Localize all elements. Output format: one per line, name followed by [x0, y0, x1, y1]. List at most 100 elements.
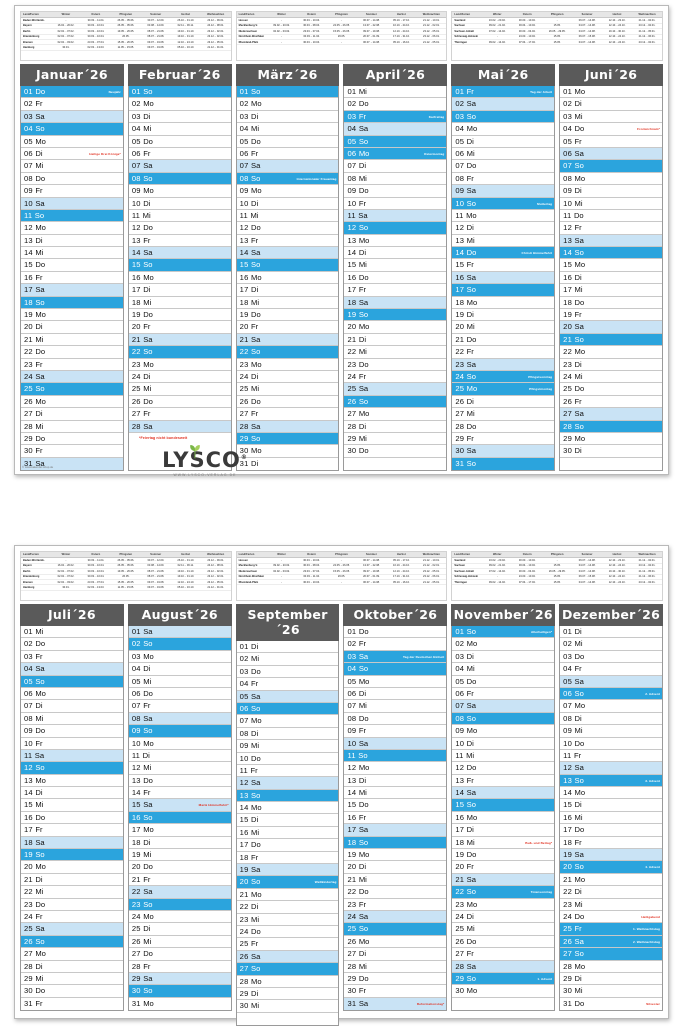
day-cell[interactable]: 04 Mi	[128, 123, 231, 136]
day-cell[interactable]: 06 Fr	[236, 147, 339, 161]
day-cell[interactable]: 13 Mi	[452, 234, 555, 248]
day-cell[interactable]: 12 Do	[236, 222, 339, 235]
day-cell[interactable]: 01 Mi	[21, 626, 123, 639]
day-cell[interactable]: 12 Mo	[344, 762, 447, 775]
day-cell[interactable]: 05 Do	[128, 135, 231, 148]
day-cell[interactable]: 04 Mi	[236, 123, 339, 136]
day-cell[interactable]: 21 Fr	[128, 873, 231, 887]
day-cell[interactable]: 24 Fr	[344, 370, 447, 384]
day-cell[interactable]: 15 Sa Mariä Himmelfahrt*	[128, 799, 231, 812]
day-cell[interactable]: 22 Fr	[452, 346, 555, 359]
day-cell[interactable]: 22 Mi	[344, 346, 447, 359]
day-cell[interactable]: 04 Sa	[21, 663, 123, 676]
day-cell[interactable]: 01 So Allerheiligen*	[452, 626, 555, 639]
day-cell[interactable]: 26 So	[21, 935, 123, 949]
day-cell[interactable]: 02 Mi	[236, 653, 339, 666]
day-cell[interactable]: 19 Do	[128, 309, 231, 322]
day-cell[interactable]: 09 Fr	[21, 185, 123, 198]
day-cell[interactable]: 19 Mo	[344, 849, 447, 862]
day-cell[interactable]: 18 Mi	[128, 296, 231, 310]
day-cell[interactable]: 30 Mi	[236, 1000, 339, 1013]
day-cell[interactable]: 22 Di	[236, 901, 339, 914]
day-cell[interactable]: 17 Mi	[560, 284, 662, 297]
day-cell[interactable]: 14 So	[560, 247, 662, 260]
day-cell[interactable]: 19 Mo	[21, 309, 123, 322]
day-cell[interactable]: 29 Mi	[344, 432, 447, 446]
day-cell[interactable]: 04 Fr	[236, 678, 339, 691]
day-cell[interactable]: 28 Di	[344, 420, 447, 433]
day-cell[interactable]: 09 Di	[560, 185, 662, 198]
day-cell[interactable]: 03 Sa Tag der Deutschen Einheit	[344, 650, 447, 664]
day-cell[interactable]: 25 Di	[128, 923, 231, 936]
day-cell[interactable]: 25 Fr 1. Weihnachtstag	[560, 923, 662, 936]
day-cell[interactable]: 09 Sa	[452, 185, 555, 198]
day-cell[interactable]: 31 Fr	[21, 997, 123, 1011]
day-cell[interactable]: 02 Mi	[560, 638, 662, 651]
day-cell[interactable]: 17 Sa	[344, 824, 447, 837]
day-cell[interactable]: 18 Do	[560, 296, 662, 310]
day-cell[interactable]: 23 Do	[344, 358, 447, 371]
day-cell[interactable]: 19 So	[344, 309, 447, 322]
day-cell[interactable]: 22 Do	[344, 886, 447, 899]
day-cell[interactable]: 06 Fr	[128, 147, 231, 161]
day-cell[interactable]: 20 Fr	[452, 861, 555, 874]
day-cell[interactable]: 20 Di	[344, 861, 447, 874]
day-cell[interactable]: 08 Mo	[560, 172, 662, 186]
day-cell[interactable]: 05 Sa	[560, 675, 662, 688]
day-cell[interactable]: 05 Mi	[128, 675, 231, 688]
day-cell[interactable]: 18 Sa	[21, 836, 123, 850]
day-cell[interactable]: 08 Fr	[452, 172, 555, 186]
day-cell[interactable]: 24 Di	[236, 370, 339, 384]
day-cell[interactable]: 25 Sa	[21, 923, 123, 936]
day-cell[interactable]: 10 Mi	[560, 197, 662, 210]
day-cell[interactable]: 20 So 4. Advent	[560, 861, 662, 874]
day-cell[interactable]: 24 Di	[128, 370, 231, 384]
day-cell[interactable]: 07 Mi	[21, 160, 123, 173]
day-cell[interactable]: 09 Mi	[560, 725, 662, 738]
day-cell[interactable]: 06 So 2. Advent	[560, 687, 662, 701]
day-cell[interactable]: 08 Di	[236, 727, 339, 741]
day-cell[interactable]: 22 So Totensonntag	[452, 886, 555, 899]
day-cell[interactable]: 17 Di	[452, 824, 555, 837]
day-cell[interactable]: 27 Mo	[344, 408, 447, 421]
day-cell[interactable]: 08 Do	[21, 172, 123, 186]
day-cell[interactable]: 21 Sa	[452, 873, 555, 887]
day-cell[interactable]: 23 So	[128, 898, 231, 911]
day-cell[interactable]: 19 Do	[236, 309, 339, 322]
day-cell[interactable]: 23 Fr	[21, 358, 123, 371]
day-cell[interactable]: 17 Do	[236, 839, 339, 852]
day-cell[interactable]: 25 Mi	[128, 383, 231, 396]
day-cell[interactable]: 06 Di	[344, 687, 447, 701]
day-cell[interactable]: 12 Do	[128, 222, 231, 235]
day-cell[interactable]: 27 So	[236, 963, 339, 976]
day-cell[interactable]: 28 Mo	[236, 975, 339, 988]
day-cell[interactable]: 21 So	[560, 333, 662, 347]
day-cell[interactable]: 15 Mo	[560, 259, 662, 272]
day-cell[interactable]: 01 So	[236, 86, 339, 99]
day-cell[interactable]: 04 So	[21, 123, 123, 136]
day-cell[interactable]: 13 Fr	[128, 234, 231, 248]
day-cell[interactable]: 27 Mo	[21, 948, 123, 961]
day-cell[interactable]: 09 Do	[21, 725, 123, 738]
day-cell[interactable]: 09 Do	[344, 185, 447, 198]
day-cell[interactable]: 17 Di	[236, 284, 339, 297]
day-cell[interactable]: 16 Do	[344, 271, 447, 285]
day-cell[interactable]: 22 Mo	[560, 346, 662, 359]
day-cell[interactable]: 25 So	[21, 383, 123, 396]
day-cell[interactable]: 31 Mo	[128, 997, 231, 1011]
day-cell[interactable]: 14 Fr	[128, 787, 231, 800]
day-cell[interactable]: 01 Mi	[344, 86, 447, 99]
day-cell[interactable]: 18 So	[344, 836, 447, 850]
day-cell[interactable]: 05 Sa	[236, 690, 339, 703]
day-cell[interactable]: 18 Di	[128, 836, 231, 850]
day-cell[interactable]: 26 Do	[128, 395, 231, 409]
day-cell[interactable]: 25 So	[344, 923, 447, 936]
day-cell[interactable]: 30 Sa	[452, 445, 555, 458]
day-cell[interactable]: 19 Sa	[560, 849, 662, 862]
day-cell[interactable]: 30 So	[128, 985, 231, 998]
day-cell[interactable]: 13 So 3. Advent	[560, 774, 662, 788]
day-cell[interactable]: 07 Mo	[236, 715, 339, 728]
day-cell[interactable]: 26 Fr	[560, 395, 662, 409]
day-cell[interactable]: 22 Do	[21, 346, 123, 359]
day-cell[interactable]: 02 Do	[344, 98, 447, 111]
